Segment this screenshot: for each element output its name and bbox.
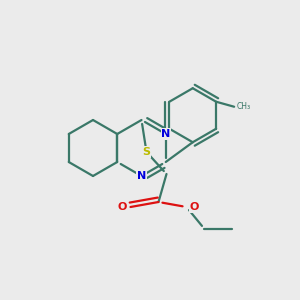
Text: N: N <box>161 129 170 139</box>
Text: N: N <box>137 171 146 181</box>
Text: S: S <box>142 147 151 157</box>
Text: O: O <box>118 202 127 212</box>
Text: O: O <box>190 202 199 212</box>
Text: CH₃: CH₃ <box>236 102 250 111</box>
